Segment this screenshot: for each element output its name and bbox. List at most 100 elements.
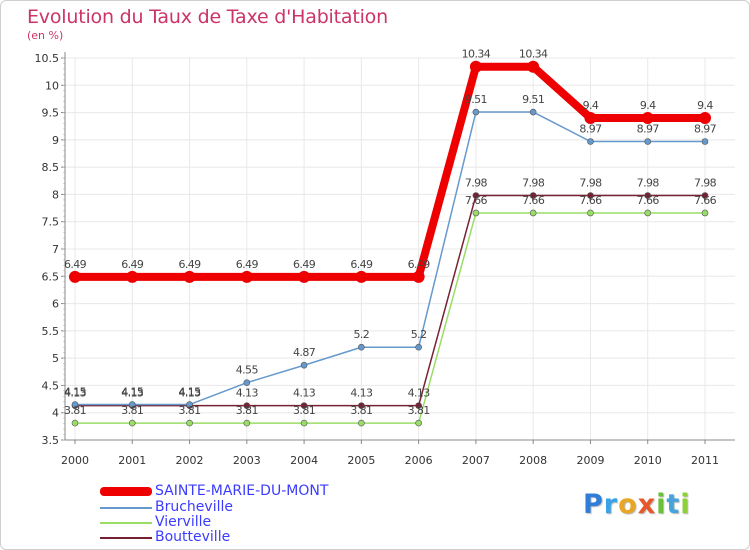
y-tick-label: 8 — [52, 188, 59, 201]
data-point — [355, 270, 368, 283]
x-tick-label: 2002 — [176, 454, 204, 467]
series-line-1 — [74, 111, 706, 406]
data-point — [415, 402, 422, 409]
data-label: 7.66 — [465, 194, 488, 207]
x-tick-label: 2009 — [576, 454, 604, 467]
data-label: 8.97 — [694, 122, 717, 135]
data-point — [587, 209, 594, 217]
data-point — [587, 138, 594, 145]
x-tick-label: 2010 — [634, 454, 662, 467]
y-tick-label: 10 — [45, 79, 59, 92]
data-point — [183, 270, 196, 283]
data-point — [71, 401, 79, 408]
data-point — [641, 112, 654, 125]
data-point — [644, 209, 652, 217]
data-point — [298, 270, 311, 283]
data-label: 3.81 — [350, 404, 372, 417]
x-tick-label: 2006 — [405, 454, 433, 467]
x-tick-label: 2011 — [691, 454, 719, 467]
data-point — [644, 192, 652, 199]
legend-item-brucheville: Brucheville — [100, 499, 420, 516]
data-label: 8.97 — [579, 122, 602, 135]
data-point — [472, 192, 480, 199]
data-label: 6.49 — [64, 258, 87, 271]
y-tick-label: 8.5 — [42, 161, 60, 174]
data-label: 6.49 — [178, 258, 201, 271]
data-label: 6.49 — [408, 258, 431, 271]
data-point — [128, 419, 136, 427]
data-point — [69, 270, 81, 283]
x-tick-label: 2003 — [233, 454, 261, 467]
legend-swatch — [100, 537, 152, 539]
data-point — [358, 343, 365, 351]
data-point — [358, 419, 365, 427]
data-label: 4.55 — [236, 364, 259, 377]
data-label: 7.66 — [694, 194, 717, 207]
x-tick-label: 2005 — [347, 454, 375, 467]
legend-label: SAINTE-MARIE-DU-MONT — [155, 483, 329, 499]
data-point — [472, 108, 480, 116]
data-point — [701, 209, 709, 217]
data-point — [644, 138, 652, 145]
y-tick-label: 7.5 — [42, 216, 60, 229]
data-label: 4.15 — [64, 386, 87, 399]
data-label: 7.66 — [522, 194, 545, 207]
y-tick-label: 9.5 — [42, 107, 60, 120]
x-tick-label: 2008 — [519, 454, 547, 467]
data-label: 4.13 — [350, 387, 373, 400]
data-point — [469, 60, 482, 73]
data-label: 7.98 — [694, 177, 717, 190]
data-point — [529, 108, 537, 116]
data-point — [584, 112, 597, 125]
y-tick-label: 10.5 — [35, 52, 60, 65]
y-tick-label: 4.5 — [42, 379, 60, 392]
data-label: 7.98 — [579, 177, 602, 190]
y-tick-label: 5 — [52, 352, 59, 365]
data-point — [699, 112, 711, 125]
proxiti-logo: Proxiti — [583, 489, 691, 520]
data-label: 4.87 — [293, 346, 316, 359]
y-tick-label: 6 — [52, 298, 59, 311]
y-tick-label: 5.5 — [42, 325, 60, 338]
data-point — [243, 419, 251, 427]
legend-label: Vierville — [155, 514, 212, 530]
data-label: 4.13 — [408, 387, 431, 400]
y-tick-label: 3.5 — [42, 434, 60, 447]
data-label: 4.13 — [64, 387, 87, 400]
data-label: 7.66 — [637, 194, 660, 207]
data-label: 9.51 — [522, 93, 544, 106]
legend-item-sainte-marie-du-mont: SAINTE-MARIE-DU-MONT — [100, 483, 420, 500]
x-tick-label: 2004 — [290, 454, 318, 467]
data-label: 9.4 — [697, 99, 713, 112]
data-label: 10.34 — [519, 48, 548, 61]
legend-label: Brucheville — [155, 499, 233, 515]
data-point — [412, 270, 425, 283]
data-label: 5.2 — [411, 328, 427, 341]
data-label: 6.49 — [236, 258, 259, 271]
series-line-0 — [71, 62, 709, 281]
data-point — [527, 60, 540, 73]
data-point — [472, 209, 480, 217]
data-point — [701, 138, 709, 145]
data-label: 9.4 — [640, 99, 656, 112]
data-point — [300, 402, 308, 409]
legend-item-boutteville: Boutteville — [100, 529, 420, 546]
data-point — [186, 401, 193, 408]
legend-label: Boutteville — [155, 529, 231, 545]
data-label: 4.13 — [121, 387, 144, 400]
x-tick-label: 2001 — [118, 454, 146, 467]
data-point — [358, 402, 365, 409]
data-label: 7.98 — [637, 177, 660, 190]
x-tick-label: 2000 — [61, 454, 89, 467]
data-point — [529, 192, 537, 199]
data-label: 3.81 — [293, 404, 315, 417]
chart-subtitle: (en %) — [27, 29, 64, 42]
data-label: 6.49 — [121, 258, 144, 271]
legend-item-vierville: Vierville — [100, 514, 420, 531]
legend-swatch — [100, 522, 152, 524]
data-point — [300, 361, 308, 369]
chart-title: Evolution du Taux de Taxe d'Habitation — [27, 6, 388, 28]
data-point — [587, 192, 594, 199]
data-label: 6.49 — [350, 258, 373, 271]
